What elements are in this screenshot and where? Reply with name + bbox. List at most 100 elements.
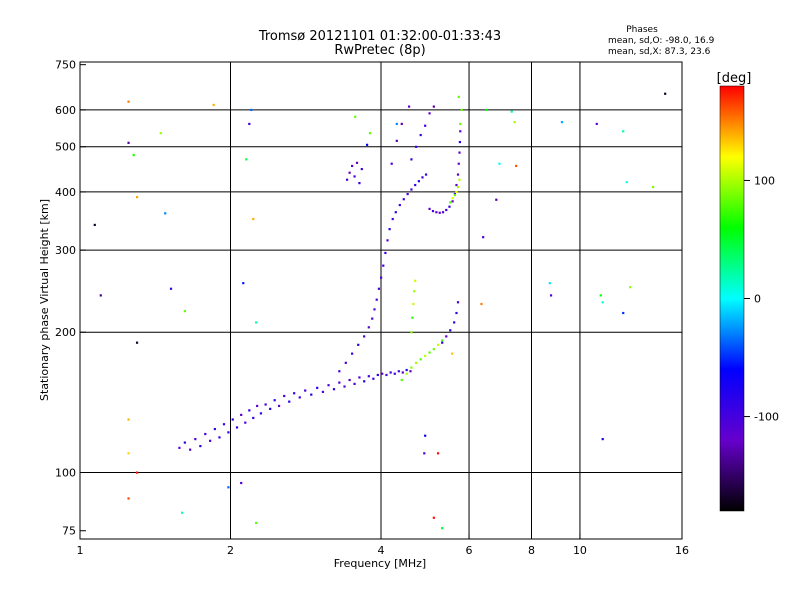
data-point bbox=[409, 370, 412, 373]
data-point bbox=[332, 388, 336, 391]
data-point bbox=[388, 228, 391, 231]
stats-o-mode: mean, sd,O: -98.0, 16.9 bbox=[608, 36, 715, 46]
data-point bbox=[310, 393, 313, 396]
x-tick-label: 2 bbox=[227, 544, 234, 557]
data-point bbox=[432, 516, 435, 519]
data-point bbox=[428, 112, 431, 115]
data-point bbox=[298, 396, 301, 399]
data-point bbox=[235, 426, 239, 429]
data-point bbox=[283, 394, 286, 398]
x-tick-label: 8 bbox=[528, 544, 535, 557]
data-point bbox=[453, 193, 457, 197]
data-point bbox=[256, 404, 259, 408]
x-tick-label: 16 bbox=[675, 544, 689, 557]
data-point bbox=[436, 452, 440, 455]
data-point bbox=[394, 211, 397, 214]
data-point bbox=[372, 377, 375, 380]
chart-title: Tromsø 20121101 01:32:00-01:33:43 bbox=[258, 29, 501, 44]
data-point bbox=[449, 329, 452, 332]
data-point bbox=[353, 382, 356, 386]
data-point bbox=[363, 380, 366, 383]
y-tick-label: 750 bbox=[55, 59, 76, 72]
stats-heading: Phases bbox=[626, 25, 658, 35]
data-point bbox=[411, 316, 414, 319]
data-point bbox=[373, 308, 376, 311]
data-point bbox=[428, 351, 431, 354]
data-point bbox=[248, 122, 251, 126]
data-point bbox=[348, 171, 351, 174]
data-point bbox=[415, 145, 418, 148]
data-point bbox=[513, 121, 516, 124]
data-point bbox=[363, 335, 366, 338]
data-point bbox=[227, 486, 230, 489]
data-point bbox=[250, 108, 253, 112]
data-point bbox=[227, 431, 230, 434]
data-point bbox=[400, 122, 403, 126]
data-point bbox=[252, 217, 255, 221]
data-point bbox=[410, 158, 413, 161]
data-point bbox=[398, 203, 401, 207]
data-point bbox=[515, 164, 518, 168]
data-point bbox=[451, 352, 454, 355]
data-point bbox=[351, 352, 354, 355]
data-point bbox=[389, 371, 392, 374]
data-point bbox=[406, 192, 409, 196]
data-point bbox=[455, 311, 458, 315]
data-point bbox=[135, 341, 139, 344]
data-point bbox=[438, 211, 441, 214]
data-point bbox=[458, 140, 461, 144]
data-point bbox=[393, 372, 396, 375]
data-point bbox=[459, 122, 462, 126]
data-point bbox=[457, 162, 460, 165]
data-point bbox=[455, 190, 458, 194]
data-point bbox=[391, 217, 394, 221]
data-point bbox=[458, 151, 461, 154]
data-point bbox=[445, 208, 448, 212]
data-point bbox=[622, 130, 625, 133]
data-point bbox=[402, 198, 405, 201]
data-point bbox=[164, 212, 167, 215]
grid bbox=[80, 62, 682, 539]
data-point bbox=[384, 251, 387, 255]
colorbar-tick-label: 100 bbox=[754, 174, 775, 187]
data-point bbox=[432, 105, 435, 108]
data-point bbox=[240, 481, 243, 485]
data-point bbox=[264, 403, 267, 406]
data-point bbox=[652, 185, 655, 189]
data-point bbox=[380, 276, 383, 279]
data-point bbox=[345, 178, 349, 181]
x-axis-label: Frequency [MHz] bbox=[334, 557, 426, 570]
data-point bbox=[441, 527, 444, 530]
y-tick-label: 100 bbox=[55, 467, 76, 480]
data-point bbox=[428, 207, 431, 210]
data-point bbox=[273, 399, 276, 402]
data-point bbox=[132, 154, 135, 157]
data-point bbox=[354, 115, 357, 118]
data-point bbox=[629, 286, 632, 289]
data-point bbox=[327, 384, 330, 387]
data-point bbox=[255, 321, 258, 324]
data-point bbox=[357, 343, 360, 346]
data-point bbox=[448, 205, 451, 208]
y-tick-label: 600 bbox=[55, 104, 76, 117]
data-point bbox=[353, 175, 356, 178]
data-point bbox=[127, 100, 130, 103]
data-point bbox=[485, 108, 488, 112]
data-point bbox=[245, 158, 248, 161]
data-point bbox=[348, 378, 351, 382]
data-point bbox=[453, 321, 456, 324]
x-tick-label: 1 bbox=[77, 544, 84, 557]
data-point bbox=[358, 376, 361, 379]
data-point bbox=[423, 452, 426, 455]
data-point bbox=[382, 264, 385, 267]
data-point bbox=[390, 162, 393, 165]
data-point bbox=[424, 434, 427, 437]
data-point bbox=[460, 108, 463, 112]
y-tick-label: 75 bbox=[62, 525, 76, 538]
data-point bbox=[449, 201, 452, 204]
data-point bbox=[601, 301, 604, 304]
data-point bbox=[244, 421, 247, 424]
data-point bbox=[159, 132, 162, 135]
data-point bbox=[410, 188, 413, 191]
